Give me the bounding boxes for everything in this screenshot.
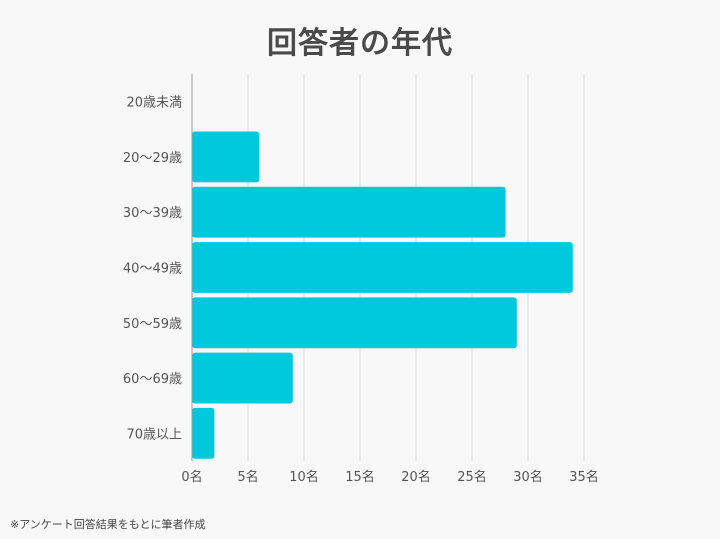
x-tick-labels: 0名 5名 10名 15名 20名 25名 30名 35名 (181, 469, 598, 485)
category-labels: 20歳未満 20〜29歳 30〜39歳 40〜49歳 50〜59歳 60〜69歳 70歳以上 (123, 96, 182, 443)
bars (192, 131, 573, 459)
category-label: 30〜39歳 (123, 206, 182, 221)
x-tick-label: 10名 (289, 469, 319, 485)
x-tick-label: 30名 (513, 469, 543, 485)
category-label: 20歳未満 (126, 96, 182, 111)
bar (192, 407, 215, 459)
category-label: 60〜69歳 (123, 372, 182, 387)
category-label: 50〜59歳 (123, 317, 182, 332)
bar (192, 352, 293, 404)
bar (192, 131, 260, 183)
category-label: 20〜29歳 (123, 151, 182, 166)
bar (192, 242, 573, 293)
x-tick-label: 0名 (181, 469, 202, 485)
x-tick-label: 25名 (457, 469, 487, 485)
bar (192, 297, 517, 349)
chart-title: 回答者の年代 (267, 26, 453, 61)
x-tick-label: 35名 (569, 469, 599, 485)
category-label: 70歳以上 (126, 427, 182, 442)
category-label: 40〜49歳 (123, 262, 182, 277)
x-tick-label: 15名 (345, 469, 375, 485)
bar (192, 186, 506, 238)
x-tick-label: 5名 (237, 469, 258, 485)
footnote: ※アンケート回答結果をもとに筆者作成 (10, 518, 206, 531)
x-tick-label: 20名 (401, 469, 431, 485)
